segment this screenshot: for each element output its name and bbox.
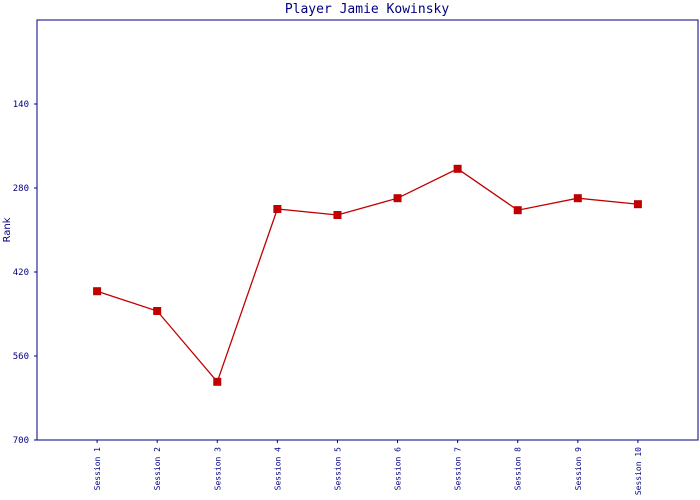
y-tick-label: 420	[13, 268, 29, 278]
y-tick-label: 700	[13, 436, 29, 446]
y-tick-label: 140	[13, 100, 29, 110]
x-tick-label: Session 3	[213, 447, 222, 491]
point-marker	[153, 307, 162, 315]
point-marker	[333, 211, 342, 219]
x-tick-label: Session 6	[394, 447, 403, 491]
point-marker	[453, 164, 462, 173]
point-marker	[93, 287, 102, 296]
y-tick-label: 280	[13, 184, 29, 194]
point-marker	[213, 377, 222, 386]
x-tick-label: Session 5	[333, 447, 342, 491]
plot-frame	[36, 19, 699, 441]
y-axis-label: Rank	[2, 217, 13, 242]
x-tick-label: Session 4	[273, 447, 282, 491]
point-marker	[273, 205, 282, 213]
series-line	[96, 168, 638, 384]
x-tick-label: Session 7	[454, 447, 463, 491]
point-marker	[573, 194, 582, 203]
x-tick-label: Session 10	[634, 447, 643, 495]
x-tick-label: Session 2	[153, 447, 162, 491]
x-tick-label: Session 9	[574, 447, 583, 491]
chart-title: Player Jamie Kowinsky	[285, 2, 450, 17]
point-marker	[393, 194, 402, 203]
point-marker	[513, 206, 522, 215]
x-tick-label: Session 8	[514, 447, 523, 491]
y-tick-label: 560	[13, 352, 29, 362]
point-marker	[633, 200, 642, 209]
x-tick-label: Session 1	[93, 447, 102, 491]
